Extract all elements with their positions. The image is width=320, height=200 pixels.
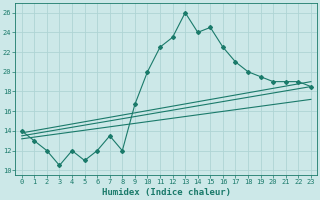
X-axis label: Humidex (Indice chaleur): Humidex (Indice chaleur) [102,188,231,197]
